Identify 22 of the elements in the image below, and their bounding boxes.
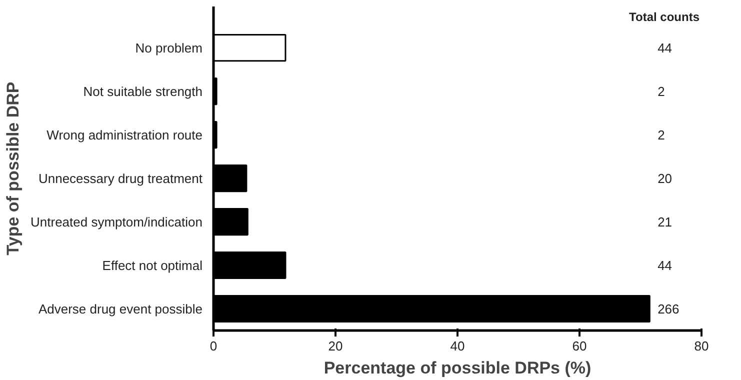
x-tick-label: 40: [450, 338, 465, 354]
annotation: 2: [658, 84, 665, 99]
annotation: 20: [658, 170, 672, 186]
y-tick-label: Unnecessary drug treatment: [38, 170, 203, 186]
annotation: 44: [658, 258, 672, 273]
x-tick-label: 20: [328, 338, 343, 354]
y-tick-label: Wrong administration route: [46, 127, 203, 142]
annotation: 44: [658, 40, 672, 56]
y-tick-label: Adverse drug event possible: [38, 301, 203, 316]
annotation: 266: [658, 301, 680, 316]
annotation: 2: [658, 127, 665, 142]
y-axis-title: Type of possible DRP: [4, 82, 23, 256]
x-tick-label: 60: [572, 338, 587, 354]
y-tick-label: Untreated symptom/indication: [30, 214, 203, 230]
y-tick-label: Effect not optimal: [102, 258, 203, 273]
x-tick-label: 80: [694, 338, 709, 354]
x-axis-title: Percentage of possible DRPs (%): [324, 358, 592, 378]
y-tick-label: No problem: [135, 40, 203, 56]
x-tick-label: 0: [210, 338, 218, 354]
annotation: Total counts: [629, 10, 700, 24]
y-tick-label: Not suitable strength: [83, 84, 202, 99]
annotation: 21: [658, 214, 672, 230]
